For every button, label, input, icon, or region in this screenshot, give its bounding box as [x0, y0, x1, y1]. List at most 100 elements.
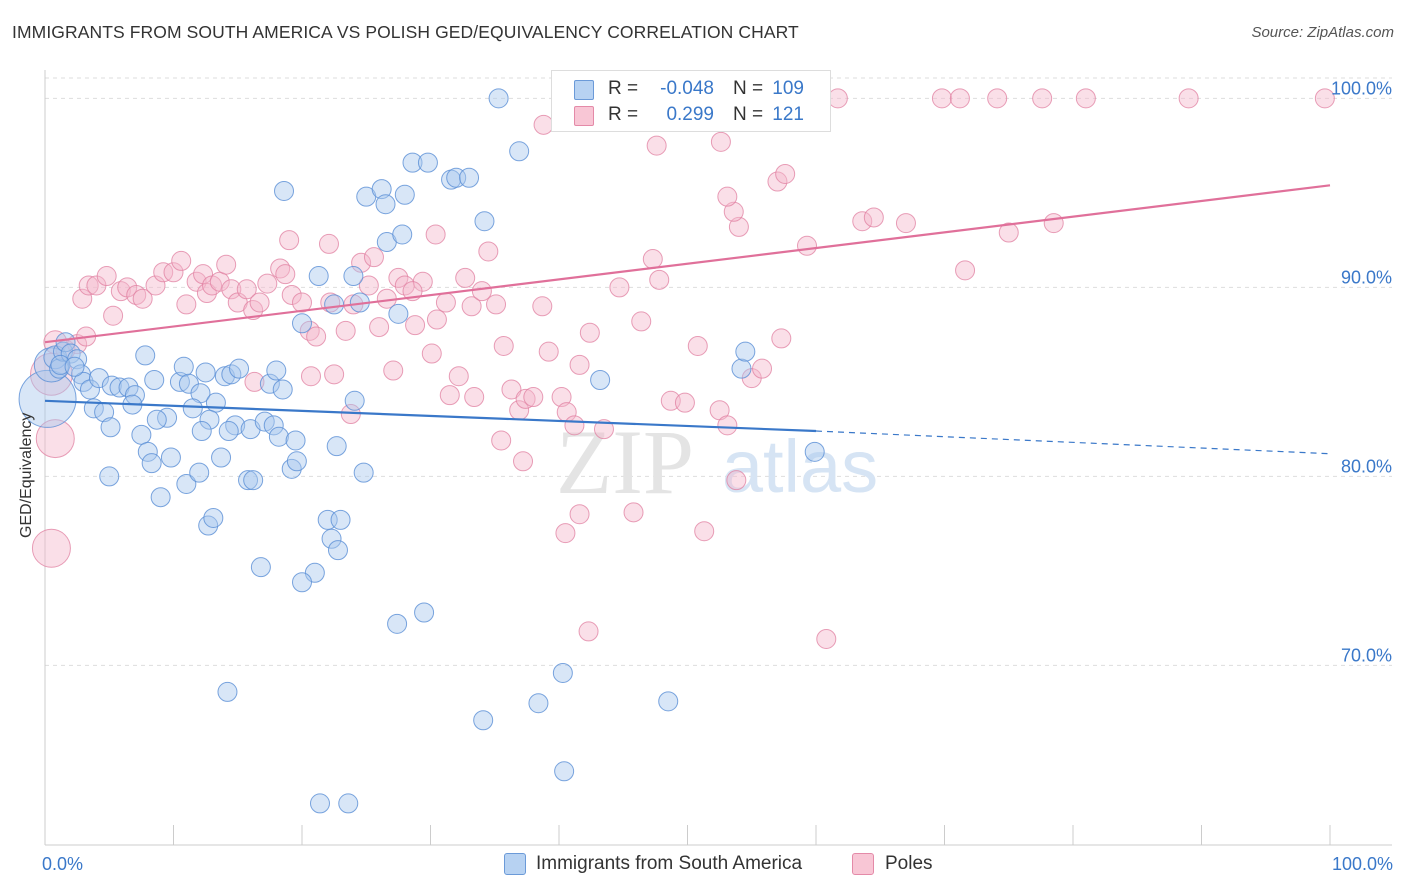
- point-south-america: [371, 179, 392, 200]
- point-south-america: [402, 152, 423, 173]
- point-poles: [931, 88, 952, 109]
- point-south-america: [211, 447, 232, 468]
- point-south-america: [338, 793, 359, 814]
- point-south-america: [259, 373, 280, 394]
- point-poles: [578, 621, 599, 642]
- point-poles: [642, 249, 663, 270]
- point-poles: [895, 213, 916, 234]
- series-poles-points: [30, 88, 1335, 649]
- point-poles: [425, 224, 446, 245]
- point-south-america: [268, 426, 289, 447]
- legend-swatch-pink: [574, 106, 594, 126]
- point-poles: [515, 388, 536, 409]
- series-south-america-points: [18, 88, 825, 814]
- point-poles: [318, 233, 339, 254]
- point-south-america: [182, 398, 203, 419]
- trend-line-south-america-extension: [815, 430, 1331, 455]
- point-poles: [292, 292, 312, 313]
- point-poles: [649, 269, 670, 290]
- legend-n-label: N =: [733, 104, 764, 125]
- point-poles: [998, 222, 1019, 243]
- point-south-america: [146, 409, 167, 430]
- point-south-america: [263, 415, 284, 436]
- point-poles: [501, 379, 522, 400]
- point-south-america: [292, 313, 312, 334]
- point-poles: [827, 88, 848, 109]
- point-south-america: [552, 662, 573, 683]
- point-south-america: [217, 681, 238, 702]
- point-south-america: [414, 602, 435, 623]
- legend-row-blue: R = -0.048 N = 109: [552, 76, 830, 102]
- point-poles: [579, 322, 600, 343]
- point-poles: [171, 250, 192, 271]
- point-poles: [78, 275, 99, 296]
- point-poles: [126, 284, 147, 305]
- point-poles: [752, 358, 773, 379]
- point-south-america: [353, 462, 374, 483]
- point-poles: [491, 430, 512, 451]
- point-south-america: [250, 557, 271, 578]
- point-poles: [646, 135, 667, 156]
- point-south-america: [274, 180, 295, 201]
- point-poles: [1314, 88, 1335, 109]
- point-south-america: [176, 473, 197, 494]
- point-poles: [335, 320, 356, 341]
- point-poles: [176, 294, 197, 315]
- point-poles: [694, 521, 715, 542]
- legend-swatch-blue: [574, 80, 594, 100]
- point-south-america: [173, 356, 194, 377]
- point-south-america: [195, 362, 216, 383]
- point-poles: [717, 186, 738, 207]
- legend-row-pink: R = 0.299 N = 121: [552, 102, 830, 128]
- point-poles: [726, 470, 747, 491]
- point-south-america: [344, 390, 365, 411]
- point-poles: [464, 387, 485, 408]
- watermark-atlas: atlas: [722, 425, 878, 508]
- point-poles: [103, 305, 124, 326]
- point-south-america: [330, 509, 351, 530]
- point-south-america: [60, 343, 81, 364]
- point-south-america: [658, 691, 679, 712]
- point-south-america: [554, 761, 575, 782]
- point-south-america: [731, 358, 752, 379]
- point-poles: [513, 451, 534, 472]
- point-poles: [771, 328, 792, 349]
- point-poles: [369, 317, 390, 338]
- point-poles: [363, 247, 384, 268]
- trend-line-poles: [44, 184, 1331, 344]
- legend-label: Poles: [885, 853, 933, 874]
- point-poles: [426, 309, 447, 330]
- point-south-america: [590, 370, 611, 390]
- legend-r-label: R =: [608, 78, 639, 99]
- point-poles: [551, 387, 572, 408]
- point-poles: [1178, 88, 1199, 109]
- point-poles: [324, 364, 345, 385]
- point-south-america: [417, 152, 438, 173]
- point-south-america: [203, 507, 224, 528]
- point-south-america: [64, 356, 85, 377]
- point-south-america: [474, 211, 495, 232]
- point-south-america: [327, 540, 348, 561]
- point-poles: [405, 315, 426, 336]
- tick-labels: 70.0% 80.0% 90.0% 100.0% 0.0% 100.0%: [42, 78, 1393, 874]
- point-poles: [674, 392, 695, 413]
- point-south-america: [88, 368, 109, 389]
- point-poles: [35, 419, 75, 459]
- point-south-america: [131, 424, 152, 445]
- point-south-america: [18, 369, 77, 428]
- point-poles: [1075, 88, 1096, 109]
- point-poles: [306, 326, 327, 347]
- point-poles: [1032, 88, 1053, 109]
- x-tick-label: 0.0%: [42, 854, 83, 874]
- point-south-america: [55, 332, 76, 353]
- point-south-america: [141, 453, 162, 474]
- point-south-america: [272, 379, 293, 400]
- point-south-america: [388, 303, 409, 324]
- point-poles: [493, 335, 514, 356]
- point-south-america: [199, 409, 220, 430]
- point-poles: [300, 366, 321, 387]
- point-poles: [797, 235, 818, 256]
- chart-title: IMMIGRANTS FROM SOUTH AMERICA VS POLISH …: [12, 22, 799, 42]
- point-poles: [221, 279, 242, 300]
